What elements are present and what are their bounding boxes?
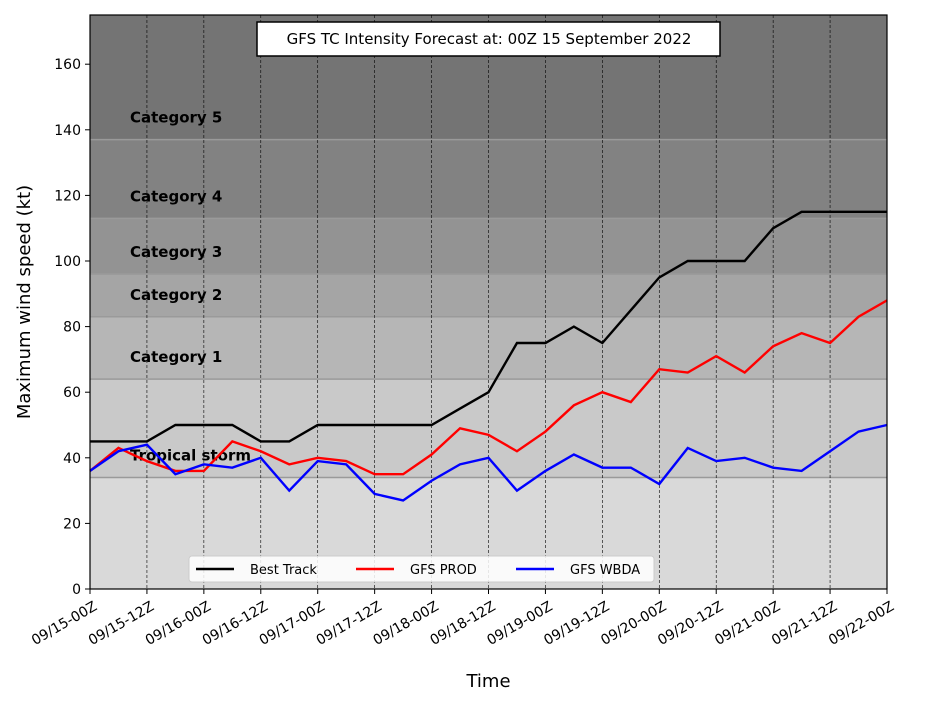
category-label-1: Category 1 [130,348,222,366]
chart-title: GFS TC Intensity Forecast at: 00Z 15 Sep… [287,30,692,48]
y-tick-label-4: 80 [63,320,81,336]
y-tick-label-1: 20 [63,516,81,532]
y-axis-label: Maximum wind speed (kt) [14,185,35,419]
series-lines [89,210,888,502]
category-label-2: Category 2 [130,286,222,304]
y-tick-label-7: 140 [54,123,81,139]
legend: Best Track GFS PROD GFS WBDA [188,555,655,583]
y-tick-label-0: 0 [72,582,81,598]
legend-label-0: Best Track [250,563,317,578]
category-label-3: Category 3 [130,243,222,261]
y-tick-label-3: 60 [63,385,81,401]
category-label-5: Category 5 [130,109,222,127]
y-tick-label-2: 40 [63,451,81,467]
chart-title-frame [256,21,721,57]
y-tick-label-8: 160 [54,57,81,73]
legend-label-2: GFS WBDA [570,563,640,578]
y-tick-label-6: 120 [54,188,81,204]
chart-title-box: GFS TC Intensity Forecast at: 00Z 15 Sep… [256,21,721,57]
legend-frame [188,555,655,583]
x-axis-label: Time [465,671,510,692]
legend-label-1: GFS PROD [410,563,477,578]
category-label-4: Category 4 [130,187,222,205]
y-tick-label-5: 100 [54,254,81,270]
x-tick-label-14: 09/22-00Z [826,599,897,649]
